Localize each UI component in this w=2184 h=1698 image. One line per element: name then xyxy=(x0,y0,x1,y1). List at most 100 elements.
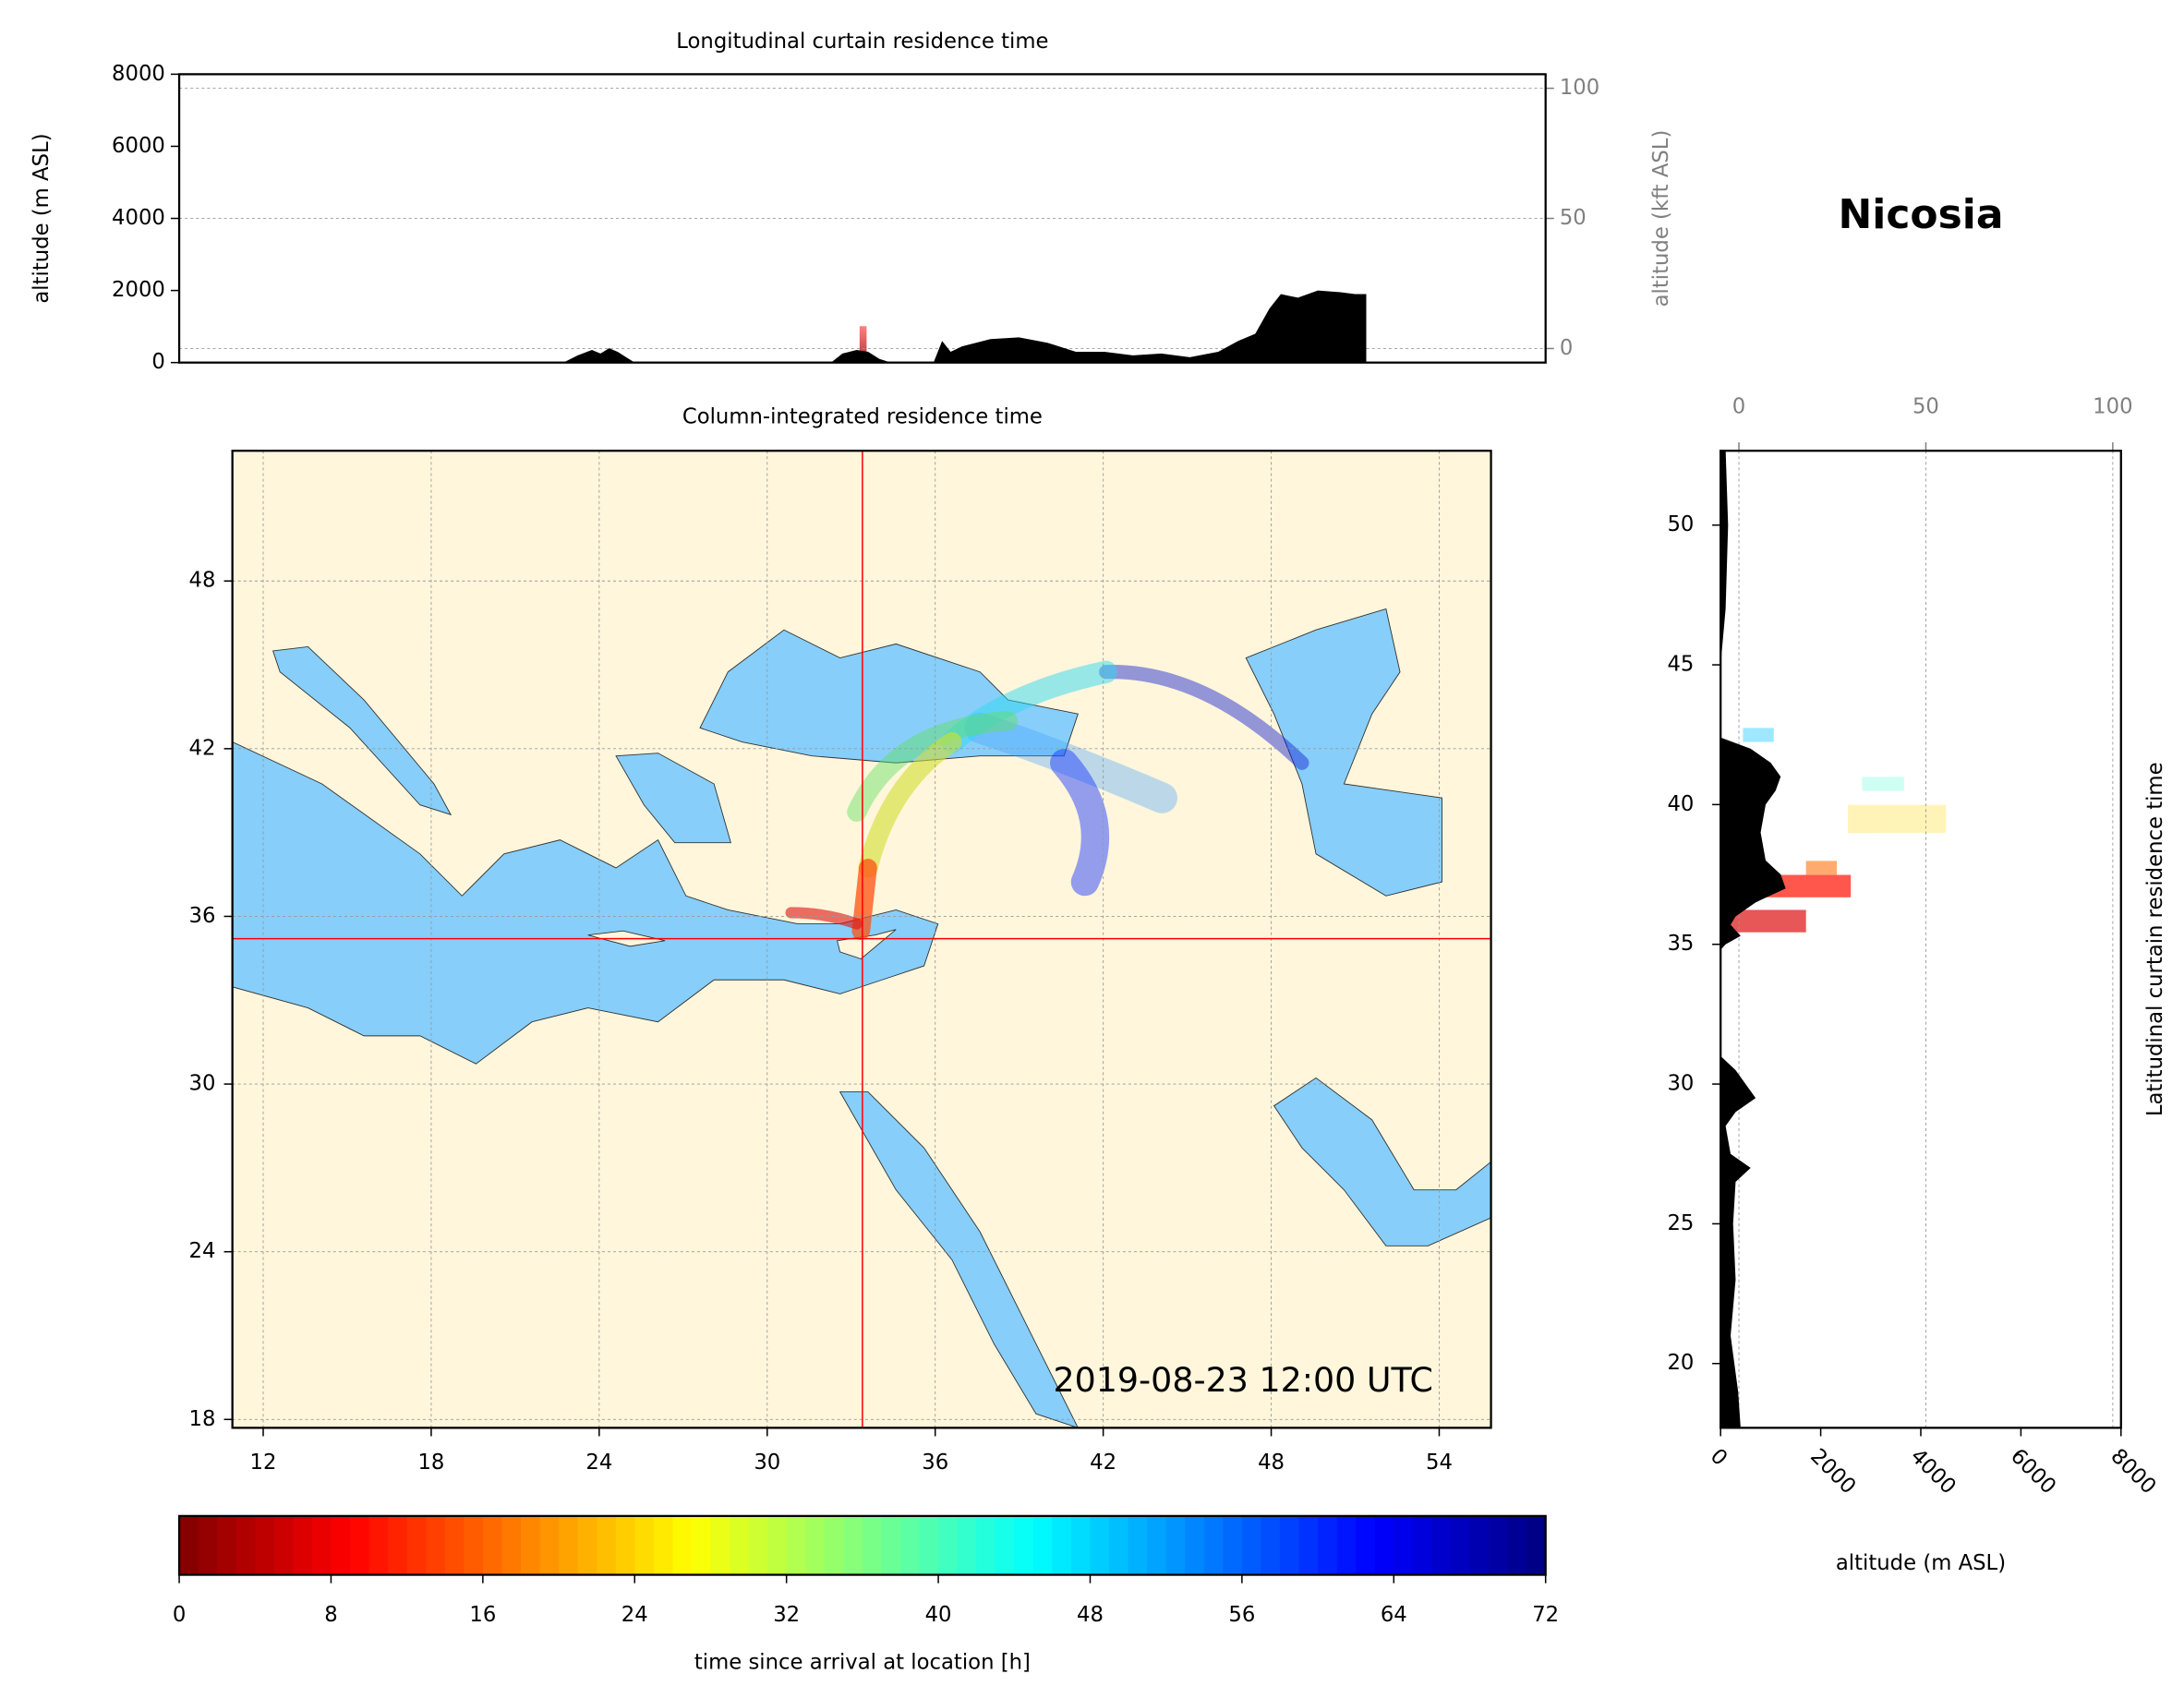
colorbar-band xyxy=(1241,1515,1262,1575)
x2-tick-label: 50 xyxy=(1913,395,1939,419)
y2-tick-label: 50 xyxy=(1560,206,1587,230)
colorbar-band xyxy=(217,1515,237,1575)
x-tick-label: 32 xyxy=(773,1603,800,1627)
colorbar-band xyxy=(464,1515,484,1575)
colorbar-band xyxy=(824,1515,845,1575)
colorbar-band xyxy=(976,1515,996,1575)
plume-trail xyxy=(1099,665,1309,770)
x-tick-label: 8 xyxy=(324,1603,337,1627)
axes-frame xyxy=(177,1514,1547,1576)
x-tick-label: 54 xyxy=(1426,1451,1453,1475)
panel-title: Longitudinal curtain residence time xyxy=(676,30,1048,54)
colorbar-band xyxy=(1469,1515,1490,1575)
x2-tick-label: 0 xyxy=(1732,395,1745,419)
y2-tick-label: 0 xyxy=(1560,336,1573,360)
axes-frame xyxy=(1719,450,2122,1429)
colorbar-band xyxy=(938,1515,959,1575)
x-tick-label: 24 xyxy=(585,1451,612,1475)
y-tick-label: 48 xyxy=(189,569,216,593)
colorbar-band xyxy=(1014,1515,1034,1575)
residence-patch xyxy=(1805,861,1838,875)
colorbar-band xyxy=(235,1515,257,1575)
colorbar-band xyxy=(1450,1515,1471,1575)
colorbar-band xyxy=(559,1515,579,1575)
colorbar-band xyxy=(1394,1515,1414,1575)
colorbar-band xyxy=(577,1515,597,1575)
colorbar-band xyxy=(767,1515,788,1575)
terrain-area xyxy=(179,290,1367,363)
x-tick-label: 48 xyxy=(1077,1603,1104,1627)
residence-patch xyxy=(1743,728,1774,742)
y-tick-label: 40 xyxy=(1667,792,1694,816)
colorbar-band xyxy=(331,1515,351,1575)
colorbar-band xyxy=(520,1515,541,1575)
colorbar-band xyxy=(1507,1515,1527,1575)
colorbar-band xyxy=(634,1515,655,1575)
plume-trail xyxy=(964,712,1177,813)
colorbar-band xyxy=(1318,1515,1338,1575)
cyprus xyxy=(837,929,897,960)
colorbar-band xyxy=(653,1515,674,1575)
y-tick-label: 45 xyxy=(1667,653,1694,677)
y-tick-label: 2000 xyxy=(112,278,165,302)
colorbar-band xyxy=(957,1515,977,1575)
terrain-area xyxy=(1720,449,1786,1428)
y-axis-label: altitude (m ASL) xyxy=(30,133,54,303)
x-tick-label: 16 xyxy=(469,1603,496,1627)
colorbar-band xyxy=(786,1515,806,1575)
colorbar-band xyxy=(1356,1515,1376,1575)
y-tick-label: 25 xyxy=(1667,1211,1694,1235)
plume-trail xyxy=(858,731,962,878)
y-tick-label: 18 xyxy=(189,1407,216,1431)
panel-title: Latitudinal curtain residence time xyxy=(2143,762,2167,1116)
x-tick-label: 18 xyxy=(417,1451,444,1475)
colorbar-band xyxy=(388,1515,408,1575)
colorbar-band xyxy=(1489,1515,1509,1575)
y-tick-label: 30 xyxy=(189,1072,216,1096)
colorbar-band xyxy=(1412,1515,1433,1575)
caspian xyxy=(1245,608,1442,897)
y2-tick-label: 100 xyxy=(1560,76,1599,100)
colorbar-band xyxy=(501,1515,522,1575)
timestamp: 2019-08-23 12:00 UTC xyxy=(1053,1360,1432,1400)
red-sea xyxy=(839,1091,1079,1428)
residence-patch xyxy=(1848,804,1947,834)
colorbar-band xyxy=(1203,1515,1225,1575)
colorbar-band xyxy=(1336,1515,1357,1575)
colorbar-label: time since arrival at location [h] xyxy=(694,1651,1031,1675)
colorbar-band xyxy=(1185,1515,1205,1575)
colorbar-band xyxy=(672,1515,693,1575)
colorbar-band xyxy=(426,1515,446,1575)
colorbar-band xyxy=(482,1515,503,1575)
colorbar-band xyxy=(1070,1515,1092,1575)
y-tick-label: 24 xyxy=(189,1239,216,1263)
colorbar-band xyxy=(1032,1515,1054,1575)
colorbar-band xyxy=(1431,1515,1452,1575)
colorbar-band xyxy=(406,1515,427,1575)
residence-patch xyxy=(1862,777,1904,791)
colorbar-band xyxy=(444,1515,465,1575)
plume-trail xyxy=(785,907,863,930)
y-tick-label: 36 xyxy=(189,904,216,928)
plume-trail xyxy=(940,660,1117,753)
y-tick-label: 42 xyxy=(189,736,216,760)
colorbar-band xyxy=(1374,1515,1395,1575)
x-tick-label: 0 xyxy=(173,1603,186,1627)
colorbar-band xyxy=(1052,1515,1072,1575)
adriatic xyxy=(272,645,452,816)
panel-title: Column-integrated residence time xyxy=(682,404,1043,428)
plume-trail xyxy=(1050,749,1110,897)
colorbar-band xyxy=(710,1515,730,1575)
colorbar-band xyxy=(1223,1515,1243,1575)
colorbar-band xyxy=(1261,1515,1281,1575)
y-tick-label: 4000 xyxy=(112,206,165,230)
y-tick-label: 35 xyxy=(1667,932,1694,956)
axes-frame xyxy=(177,73,1547,364)
y-tick-label: 8000 xyxy=(112,62,165,86)
colorbar-band xyxy=(919,1515,939,1575)
x-tick-label: 48 xyxy=(1258,1451,1285,1475)
x-tick-label: 36 xyxy=(922,1451,948,1475)
station-name: Nicosia xyxy=(1838,191,2003,238)
colorbar-band xyxy=(311,1515,332,1575)
y-tick-label: 30 xyxy=(1667,1072,1694,1096)
